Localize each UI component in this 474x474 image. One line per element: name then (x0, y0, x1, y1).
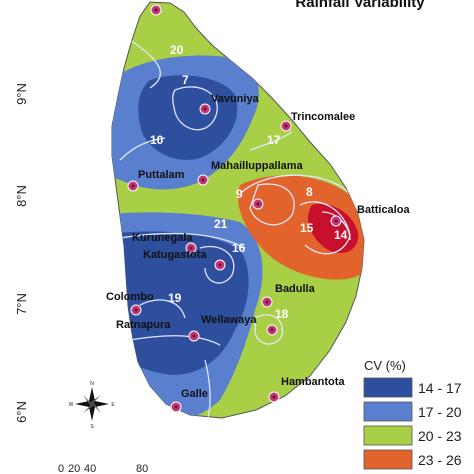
lat-9n: 9°N (14, 83, 29, 105)
legend-swatch-1 (363, 401, 413, 422)
contour-label-8: 8 (306, 185, 313, 199)
map-title: Rainfall Variability (295, 0, 425, 11)
legend-swatch-0 (363, 377, 413, 398)
scale-label-40: 40 (84, 463, 96, 474)
contour-label-14: 14 (334, 228, 348, 242)
station-marker-galle (170, 401, 182, 413)
station-marker-north-tip (150, 4, 162, 16)
lat-6n: 6°N (14, 401, 29, 423)
compass-arrow-n (89, 387, 95, 404)
contour-label-9: 9 (236, 187, 243, 201)
city-label-hambantota: Hambantota (281, 376, 345, 388)
compass-label-w: W (69, 402, 74, 408)
contour-value-labels: 20 7 10 17 9 8 15 14 21 16 19 18 (150, 43, 348, 321)
zone-23-26-east (237, 175, 364, 280)
legend-label-0: 14 - 17 (418, 380, 462, 396)
legend-label-2: 20 - 23 (418, 428, 462, 444)
legend: CV (%) 14 - 17 17 - 20 20 - 23 23 - 26 (363, 358, 462, 470)
scale-label-80: 80 (136, 463, 148, 474)
lat-7n: 7°N (14, 293, 29, 315)
compass-rose: N S E W (69, 381, 116, 430)
compass-label-s: S (90, 424, 94, 430)
city-label-galle: Galle (181, 388, 208, 400)
city-label-mahailluppallama: Mahailluppallama (211, 160, 304, 172)
compass-arrow-s (89, 404, 95, 421)
legend-title: CV (%) (364, 358, 406, 373)
contour-label-17: 17 (267, 133, 281, 147)
compass-label-n: N (90, 381, 94, 387)
contour-label-7: 7 (182, 73, 189, 87)
city-label-katugastota: Katugastota (143, 249, 207, 261)
contour-label-10: 10 (150, 133, 164, 147)
zone-red-core-east (307, 203, 359, 254)
station-marker-kurunegala (185, 242, 197, 254)
city-label-trincomalee: Trincomalee (291, 111, 355, 123)
city-label-ratnapura: Ratnapura (116, 319, 171, 331)
legend-label-1: 17 - 20 (418, 404, 462, 420)
city-label-batticaloa: Batticaloa (357, 204, 410, 216)
station-marker-east-center (252, 198, 264, 210)
contour-label-16: 16 (232, 241, 246, 255)
latitude-labels: 9°N 8°N 7°N 6°N (14, 83, 29, 423)
station-marker-katugastota (214, 259, 226, 271)
city-label-kurunegala: Kurunegala (132, 232, 193, 244)
station-marker-mahailluppallama (197, 174, 209, 186)
station-marker-colombo (130, 304, 142, 316)
contour-label-18: 18 (275, 307, 289, 321)
compass-label-e: E (111, 402, 115, 408)
legend-label-3: 23 - 26 (418, 452, 462, 468)
city-label-badulla: Badulla (275, 283, 316, 295)
station-marker-vavuniya (199, 103, 211, 115)
station-marker-puttalam (127, 180, 139, 192)
lat-8n: 8°N (14, 185, 29, 207)
city-label-wellawaya: Wellawaya (201, 314, 257, 326)
city-label-puttalam: Puttalam (138, 169, 185, 181)
contour-label-20: 20 (170, 43, 184, 57)
station-markers (127, 4, 342, 413)
scale-label-20: 20 (68, 463, 80, 474)
station-marker-wellawaya (266, 324, 278, 336)
compass-arrow-e (92, 401, 109, 407)
contour-label-19: 19 (168, 291, 182, 305)
station-marker-badulla (261, 296, 273, 308)
compass-arrow-w (75, 401, 92, 407)
contour-lines (119, 39, 353, 418)
contour-label-15: 15 (300, 221, 314, 235)
legend-swatch-2 (363, 425, 413, 446)
station-marker-ratnapura (188, 330, 200, 342)
scale-label-0: 0 (58, 463, 64, 474)
city-labels: Vavuniya Trincomalee Mahailluppallama Pu… (106, 93, 410, 400)
city-label-colombo: Colombo (106, 291, 154, 303)
contour-label-21: 21 (214, 217, 228, 231)
legend-swatch-3 (363, 449, 413, 470)
station-marker-hambantota (268, 391, 280, 403)
station-marker-batticaloa (330, 215, 342, 227)
station-marker-trincomalee (280, 120, 292, 132)
scale-bar: 0 20 40 80 (58, 463, 148, 474)
city-label-vavuniya: Vavuniya (211, 93, 260, 105)
